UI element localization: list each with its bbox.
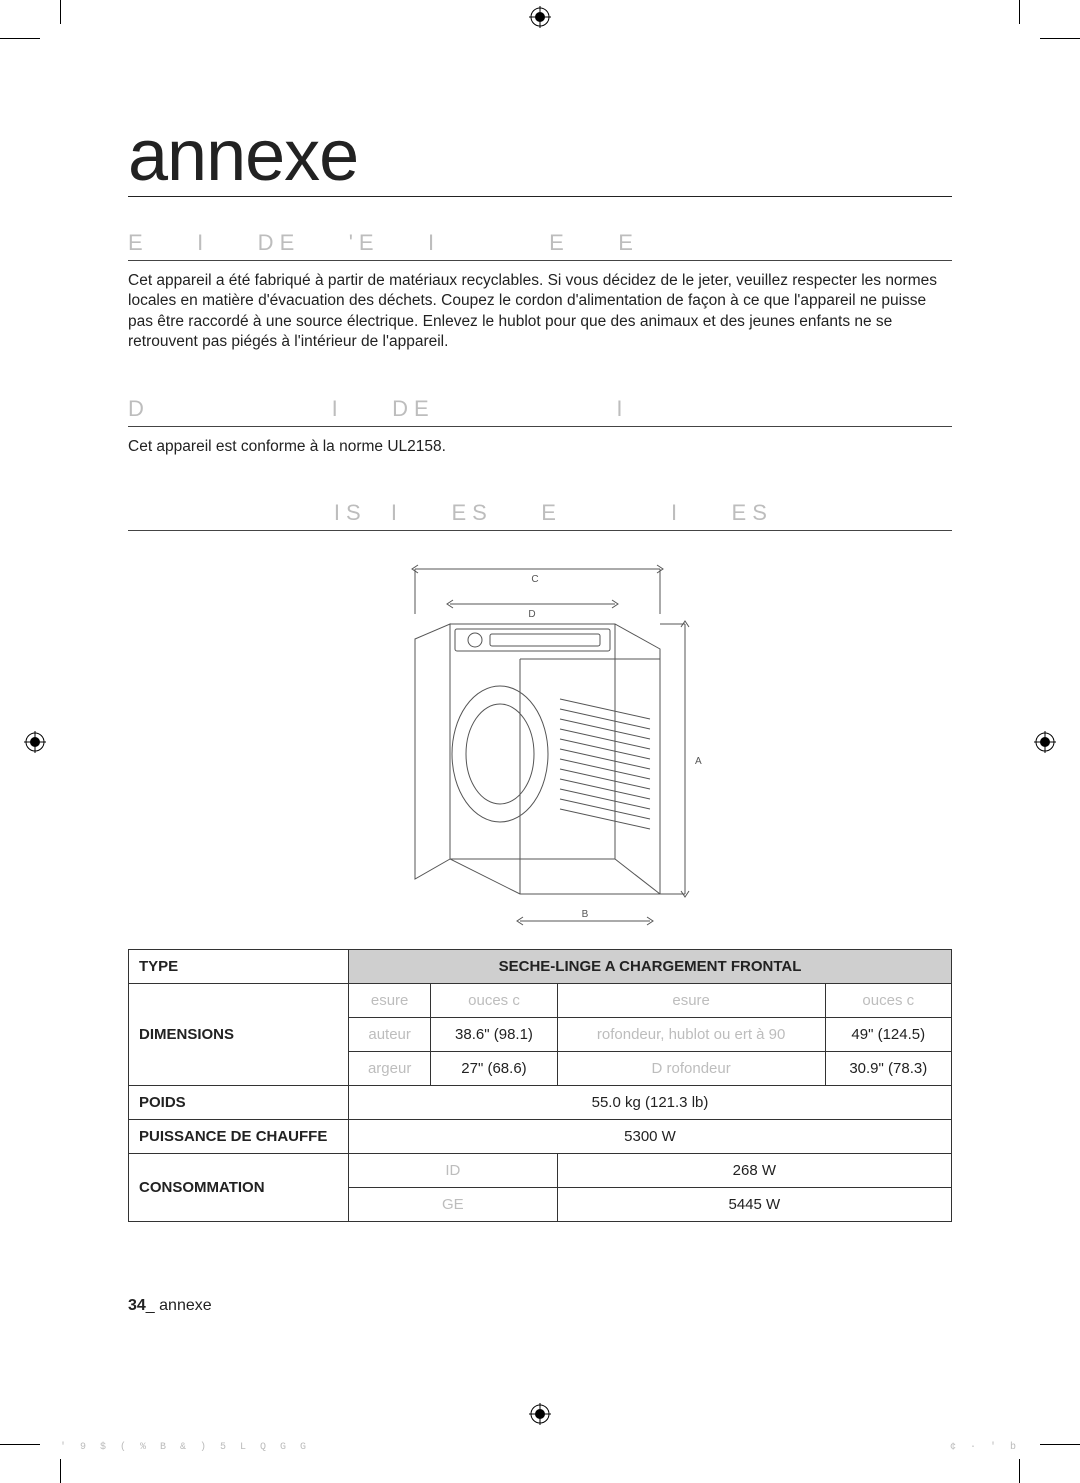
cell: D rofondeur <box>557 1052 825 1086</box>
cell: 5445 W <box>557 1188 951 1222</box>
crop-mark <box>1040 38 1080 39</box>
page-title: annexe <box>128 120 952 197</box>
dim-label: A <box>695 756 702 767</box>
cell: ouces c <box>825 984 951 1018</box>
crop-mark <box>0 1444 40 1445</box>
print-footer-left: ' 9 $ ( % B & ) 5 L Q G G <box>60 1442 310 1453</box>
cell: 49" (124.5) <box>825 1018 951 1052</box>
print-footer-right: ¢ · ' b <box>950 1442 1020 1453</box>
row-label: DIMENSIONS <box>129 984 349 1086</box>
row-label: PUISSANCE DE CHAUFFE <box>129 1120 349 1154</box>
registration-mark-icon <box>24 731 46 753</box>
dryer-diagram: C D A B <box>128 549 952 929</box>
dim-label: C <box>531 574 538 585</box>
cell: 27" (68.6) <box>431 1052 557 1086</box>
registration-mark-icon <box>529 6 551 28</box>
page-footer: 34_ annexe <box>128 1297 212 1315</box>
table-header: TYPE <box>129 950 349 984</box>
crop-mark <box>1019 1459 1020 1483</box>
page-number: 34 <box>128 1297 146 1314</box>
page: annexe E I DE 'E I E E Cet appareil a ét… <box>0 0 1080 1483</box>
cell: ouces c <box>431 984 557 1018</box>
cell: 268 W <box>557 1154 951 1188</box>
section-body: Cet appareil a été fabriqué à partir de … <box>128 271 952 353</box>
print-footer: ' 9 $ ( % B & ) 5 L Q G G ¢ · ' b <box>60 1442 1020 1453</box>
cell: ID <box>349 1154 558 1188</box>
cell: rofondeur, hublot ou ert à 90 <box>557 1018 825 1052</box>
spec-table: TYPE SECHE-LINGE A CHARGEMENT FRONTAL DI… <box>128 949 952 1222</box>
cell: GE <box>349 1188 558 1222</box>
footer-sep: _ <box>146 1297 159 1314</box>
dryer-svg: C D A B <box>360 549 720 929</box>
cell: 55.0 kg (121.3 lb) <box>349 1086 952 1120</box>
section-heading: E I DE 'E I E E <box>128 225 952 261</box>
table-row: DIMENSIONS esure ouces c esure ouces c <box>129 984 952 1018</box>
table-header: SECHE-LINGE A CHARGEMENT FRONTAL <box>349 950 952 984</box>
heading-text: IS I ES E I ES <box>128 500 773 526</box>
dim-label: D <box>528 609 535 620</box>
table-row: TYPE SECHE-LINGE A CHARGEMENT FRONTAL <box>129 950 952 984</box>
footer-label: annexe <box>159 1297 212 1314</box>
registration-mark-icon <box>1034 731 1056 753</box>
cell: esure <box>349 984 431 1018</box>
crop-mark <box>60 0 61 24</box>
cell: 38.6" (98.1) <box>431 1018 557 1052</box>
heading-text: E I DE 'E I E E <box>128 230 639 256</box>
heading-text: D I DE I <box>128 396 629 422</box>
cell: 5300 W <box>349 1120 952 1154</box>
row-label: CONSOMMATION <box>129 1154 349 1222</box>
table-row: POIDS 55.0 kg (121.3 lb) <box>129 1086 952 1120</box>
section-heading: IS I ES E I ES <box>128 495 952 531</box>
cell: esure <box>557 984 825 1018</box>
crop-mark <box>1019 0 1020 24</box>
row-label: POIDS <box>129 1086 349 1120</box>
dim-label: B <box>582 909 589 920</box>
crop-mark <box>60 1459 61 1483</box>
content-area: annexe E I DE 'E I E E Cet appareil a ét… <box>128 120 952 1222</box>
registration-mark-icon <box>529 1403 551 1425</box>
section-heading: D I DE I <box>128 391 952 427</box>
cell: argeur <box>349 1052 431 1086</box>
table-row: PUISSANCE DE CHAUFFE 5300 W <box>129 1120 952 1154</box>
cell: 30.9" (78.3) <box>825 1052 951 1086</box>
table-row: CONSOMMATION ID 268 W <box>129 1154 952 1188</box>
crop-mark <box>1040 1444 1080 1445</box>
cell: auteur <box>349 1018 431 1052</box>
crop-mark <box>0 38 40 39</box>
section-body: Cet appareil est conforme à la norme UL2… <box>128 437 952 457</box>
